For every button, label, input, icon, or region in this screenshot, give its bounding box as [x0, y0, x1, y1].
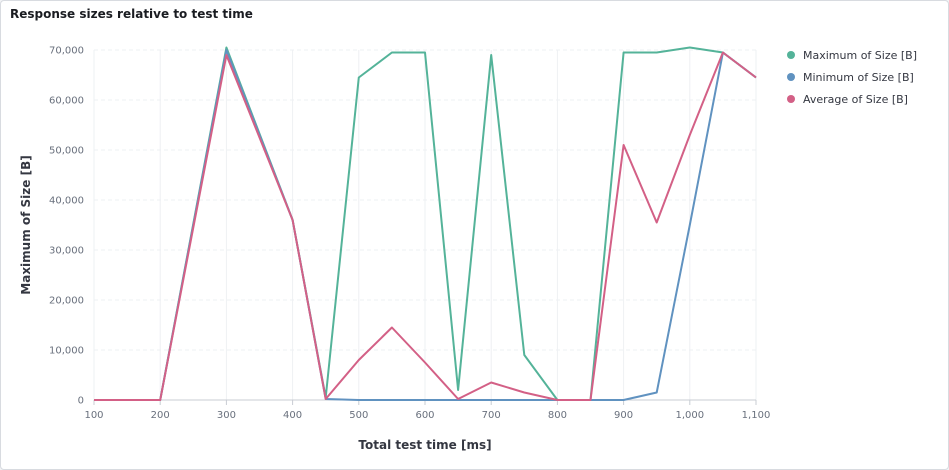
panel-title: Response sizes relative to test time — [10, 7, 253, 21]
legend-swatch — [787, 95, 795, 103]
x-tick-label: 200 — [151, 410, 170, 421]
y-tick-label: 10,000 — [49, 346, 84, 357]
legend-item-label[interactable]: Minimum of Size [B] — [803, 71, 914, 84]
grid-lines — [93, 49, 757, 400]
y-tick-label: 20,000 — [49, 296, 84, 307]
legend-swatch — [787, 51, 795, 59]
x-tick-label: 400 — [283, 410, 302, 421]
x-tick-label: 800 — [548, 410, 567, 421]
x-tick-label: 1,100 — [742, 410, 771, 421]
y-tick-labels: 0 10,000 20,000 30,000 40,000 50,000 60,000 70,… — [49, 46, 84, 407]
x-tick-label: 300 — [217, 410, 236, 421]
x-tick-label: 500 — [349, 410, 368, 421]
series-lines — [94, 46, 757, 401]
x-tick-label: 1,000 — [675, 410, 704, 421]
y-tick-label: 50,000 — [49, 146, 84, 157]
y-tick-label: 40,000 — [49, 196, 84, 207]
y-tick-label: 70,000 — [49, 46, 84, 57]
series-line-3 — [94, 51, 757, 401]
x-tick-label: 600 — [415, 410, 434, 421]
y-tick-label: 60,000 — [49, 96, 84, 107]
x-tick-label: 700 — [482, 410, 501, 421]
y-axis-title: Maximum of Size [B] — [19, 155, 33, 294]
y-tick-label: 30,000 — [49, 246, 84, 257]
x-tick-labels: 100 200 300 400 500 600 700 800 900 1,000 1,100 — [84, 410, 770, 421]
legend-item-label[interactable]: Maximum of Size [B] — [803, 49, 917, 62]
legend: Maximum of Size [B] Minimum of Size [B] Av… — [787, 49, 917, 106]
y-tick-label: 0 — [78, 396, 84, 407]
x-tick-label: 100 — [84, 410, 103, 421]
x-axis-title: Total test time [ms] — [358, 438, 491, 452]
x-tick-label: 900 — [614, 410, 633, 421]
legend-item-label[interactable]: Average of Size [B] — [803, 93, 908, 106]
legend-swatch — [787, 73, 795, 81]
